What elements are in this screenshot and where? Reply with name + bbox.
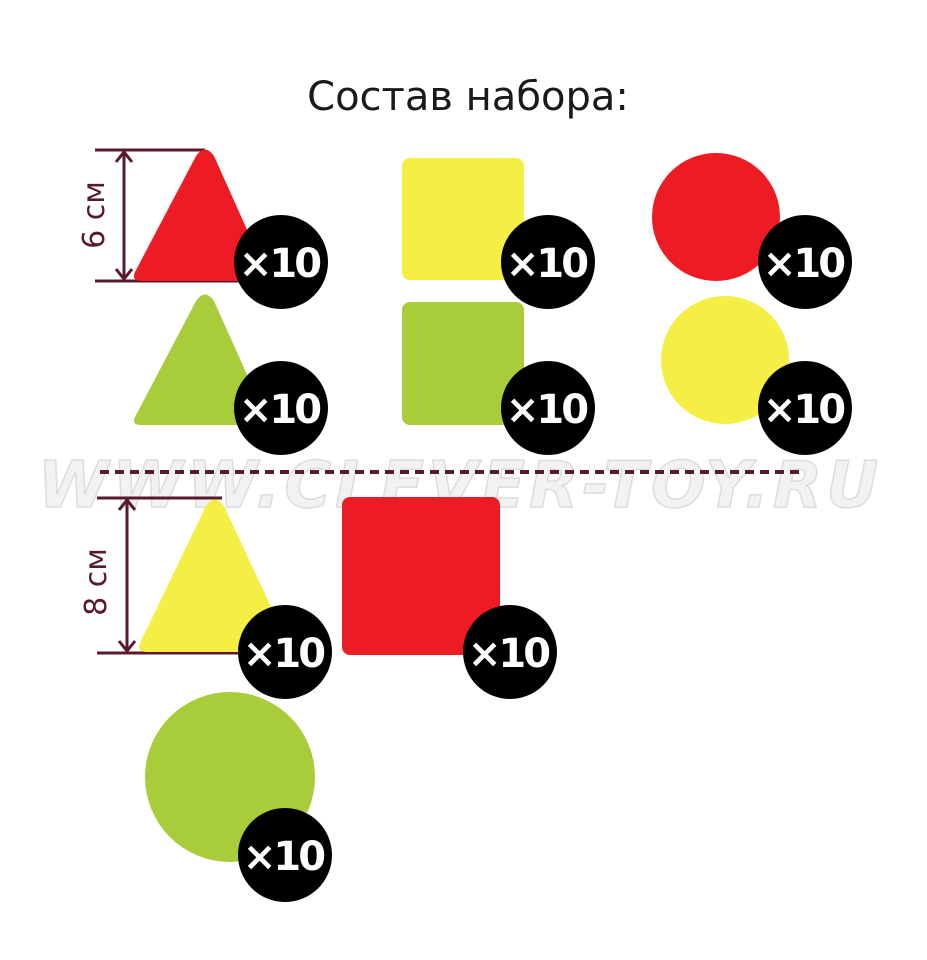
size-label-8cm: 8 см [79,548,114,616]
count-badge: ×10 [758,361,852,455]
green-square-6cm [402,302,524,425]
yellow-square-6cm [402,158,524,280]
count-badge: ×10 [758,215,852,309]
watermark: WWW.CLEVER-TOY.RU [38,449,882,523]
count-badge: ×10 [501,215,595,309]
svg-text:×10: ×10 [763,387,844,433]
svg-text:×10: ×10 [239,241,320,287]
count-badge: ×10 [234,215,328,309]
dimension-8cm [97,496,240,655]
svg-text:×10: ×10 [506,387,587,433]
count-badge: ×10 [238,808,332,902]
green-triangle-6cm [133,294,267,425]
svg-text:×10: ×10 [763,241,844,287]
count-badge: ×10 [463,605,557,699]
count-badge: ×10 [501,361,595,455]
svg-text:×10: ×10 [243,631,324,677]
size-label-6cm: 6 см [77,181,112,249]
yellow-triangle-8cm [139,499,289,652]
count-badge: ×10 [238,605,332,699]
svg-text:×10: ×10 [506,241,587,287]
count-badge: ×10 [234,361,328,455]
svg-text:×10: ×10 [468,631,549,677]
red-circle-6cm [652,153,780,281]
svg-text:×10: ×10 [243,834,324,880]
red-square-8cm [342,497,500,655]
svg-text:×10: ×10 [239,387,320,433]
title: Состав набора: [307,74,629,120]
red-triangle-6cm [133,149,267,281]
yellow-circle-6cm [661,296,789,424]
